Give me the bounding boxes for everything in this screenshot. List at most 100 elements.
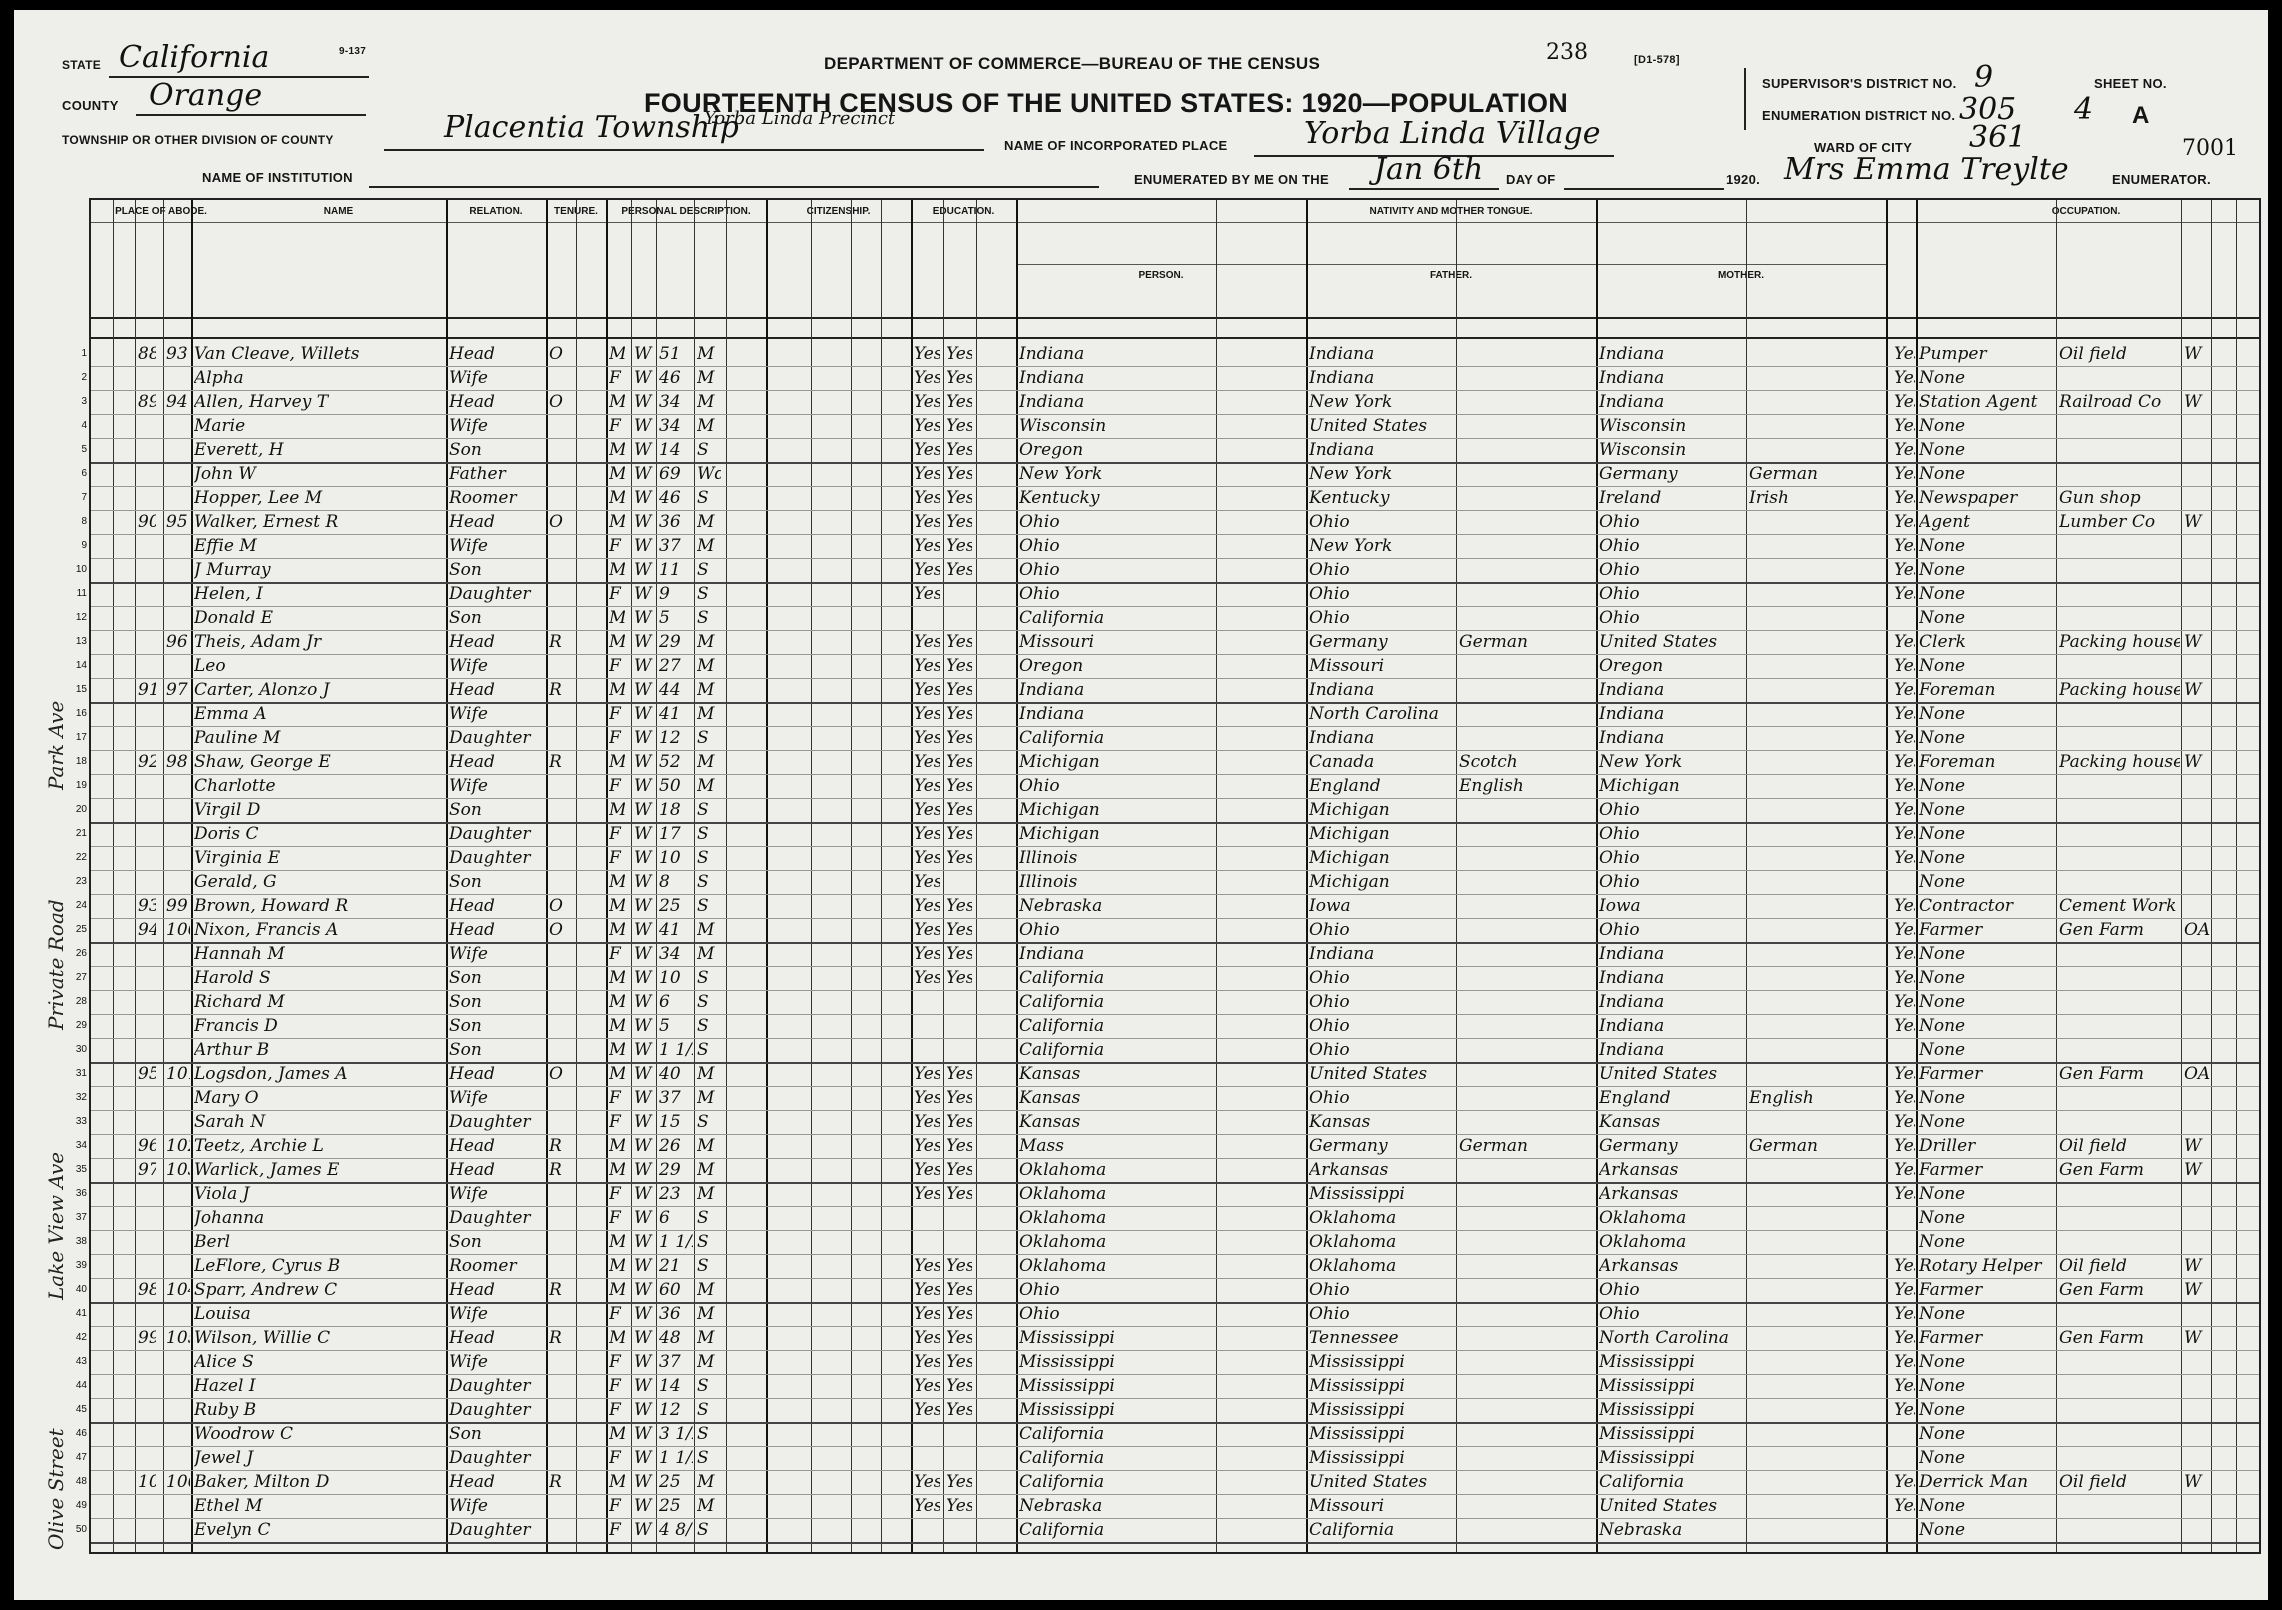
cell-eng: Yes <box>1894 776 1915 796</box>
cell-sex: M <box>609 1136 625 1156</box>
cell-eng: Yes <box>1894 368 1915 388</box>
cell-bp: Mississippi <box>1019 1376 1115 1396</box>
cell-wr: Yes <box>946 632 972 652</box>
cell-age: 25 <box>659 896 681 916</box>
table-row: 49 Ethel M Wife F W 25 M Yes Yes Nebraska Missouri… <box>76 1494 2259 1518</box>
cell-age: 10 <box>659 968 681 988</box>
cell-rel: Son <box>449 560 482 580</box>
cell-rd: Yes <box>914 776 940 796</box>
cell-cl: W <box>2184 1256 2202 1276</box>
cell-occ: None <box>1919 872 1966 892</box>
page-number: 238 <box>1546 40 1588 65</box>
cell-bp: Mississippi <box>1019 1400 1115 1420</box>
cell-rel: Son <box>449 872 482 892</box>
cell-occ: None <box>1919 1520 1966 1540</box>
cell-occ: Newspaper <box>1919 488 2018 508</box>
cell-mbp: Indiana <box>1599 968 1665 988</box>
cell-name: Richard M <box>194 992 285 1012</box>
cell-ind: Oil field <box>2059 1472 2127 1492</box>
table-row: 9 Effie M Wife F W 37 M Yes Yes Ohio New York Ohio Y… <box>81 534 2259 558</box>
cell-name: Logsdon, James A <box>194 1064 348 1084</box>
place-value: Yorba Linda Village <box>1304 116 1601 151</box>
cell-wr: Yes <box>946 728 972 748</box>
cell-bp: Oklahoma <box>1019 1184 1107 1204</box>
cell-ten: O <box>549 896 563 916</box>
cell-race: W <box>634 896 652 916</box>
line-number: 28 <box>75 996 87 1007</box>
cell-mbp: Arkansas <box>1599 1256 1679 1276</box>
cell-race: W <box>634 1208 652 1228</box>
table-row: 44 Hazel I Daughter F W 14 S Yes Yes Mississippi M… <box>76 1374 2259 1398</box>
table-row: 27 Harold S Son M W 10 S Yes Yes California Ohio In… <box>76 966 2259 990</box>
cell-fam: 101 <box>166 1064 190 1084</box>
line-number: 16 <box>75 708 87 719</box>
cell-rd: Yes <box>914 896 940 916</box>
cell-occ: None <box>1919 824 1966 844</box>
cell-wr: Yes <box>946 1184 972 1204</box>
cell-occ: None <box>1919 968 1966 988</box>
cell-race: W <box>634 536 652 556</box>
cell-eng: Yes <box>1894 512 1915 532</box>
cell-rel: Roomer <box>449 1256 517 1276</box>
cell-cl: W <box>2184 752 2202 772</box>
cell-eng: Yes <box>1894 392 1915 412</box>
line-number: 6 <box>81 468 87 479</box>
cell-sex: M <box>609 1328 625 1348</box>
cell-sex: M <box>609 488 625 508</box>
enumeration-value: 305 <box>1959 92 2017 127</box>
cell-rd: Yes <box>914 1160 940 1180</box>
cell-mbp: Indiana <box>1599 728 1665 748</box>
cell-rel: Son <box>449 1040 482 1060</box>
cell-race: W <box>634 416 652 436</box>
table-row: 13 96 Theis, Adam Jr Head R M W 29 M Yes Yes Missou… <box>76 630 2259 654</box>
cell-fbp: England <box>1309 776 1381 796</box>
cell-eng: Yes <box>1894 1088 1915 1108</box>
cell-rd: Yes <box>914 440 940 460</box>
form-code: [D1-578] <box>1634 54 1680 66</box>
cell-dw: 99 <box>138 1328 156 1348</box>
cell-wr: Yes <box>946 776 972 796</box>
cell-rd: Yes <box>914 344 940 364</box>
cell-occ: None <box>1919 992 1966 1012</box>
cell-fbp: Michigan <box>1309 872 1390 892</box>
cell-occ: None <box>1919 608 1966 628</box>
cell-wr: Yes <box>946 1112 972 1132</box>
cell-fam: 96 <box>166 632 188 652</box>
cell-ms: S <box>697 1256 709 1276</box>
table-row: 37 Johanna Daughter F W 6 S Oklahoma Oklahoma Okl… <box>76 1206 2259 1230</box>
cell-rd: Yes <box>914 464 940 484</box>
cell-rel: Head <box>449 632 495 652</box>
county-label: COUNTY <box>62 98 119 113</box>
cell-ms: S <box>697 1400 709 1420</box>
table-row: 38 Berl Son MW 1 1/2S Oklahoma Oklahoma Oklahom… <box>76 1230 2259 1254</box>
line-number: 18 <box>75 756 87 767</box>
cell-sex: M <box>609 1232 625 1252</box>
cell-sex: M <box>609 440 625 460</box>
cell-rel: Daughter <box>449 1400 531 1420</box>
cell-mbp: Wisconsin <box>1599 416 1687 436</box>
cell-sex: M <box>609 920 625 940</box>
cell-rel: Wife <box>449 416 488 436</box>
cell-age: 12 <box>659 728 681 748</box>
cell-sex: M <box>609 392 625 412</box>
line-number: 33 <box>75 1116 87 1127</box>
table-row: 11 Helen, I Daughter FW9 S Yes Ohio Ohio Ohio Yes… <box>77 582 2259 606</box>
cell-name: Warlick, James E <box>194 1160 340 1180</box>
cell-bp: Ohio <box>1019 1280 1060 1300</box>
table-row: 2 Alpha Wife F W 46 M Yes Yes Indiana Indiana India… <box>81 366 2259 390</box>
cell-rd: Yes <box>914 944 940 964</box>
line-number: 31 <box>75 1068 87 1079</box>
cell-name: Helen, I <box>194 584 263 604</box>
line-number: 50 <box>75 1524 87 1535</box>
cell-occ: Agent <box>1919 512 1970 532</box>
cell-occ: None <box>1919 1496 1966 1516</box>
cell-age: 37 <box>659 536 681 556</box>
cell-bp: Kansas <box>1019 1064 1081 1084</box>
table-row: 43 Alice S Wife F W 37 M Yes Yes Mississippi Missi… <box>76 1350 2259 1374</box>
cell-ms: S <box>697 608 709 628</box>
cell-rel: Son <box>449 800 482 820</box>
cell-age: 4 8/12 <box>659 1520 693 1540</box>
cell-race: W <box>634 944 652 964</box>
line-number: 46 <box>75 1428 87 1439</box>
cell-rd: Yes <box>914 848 940 868</box>
